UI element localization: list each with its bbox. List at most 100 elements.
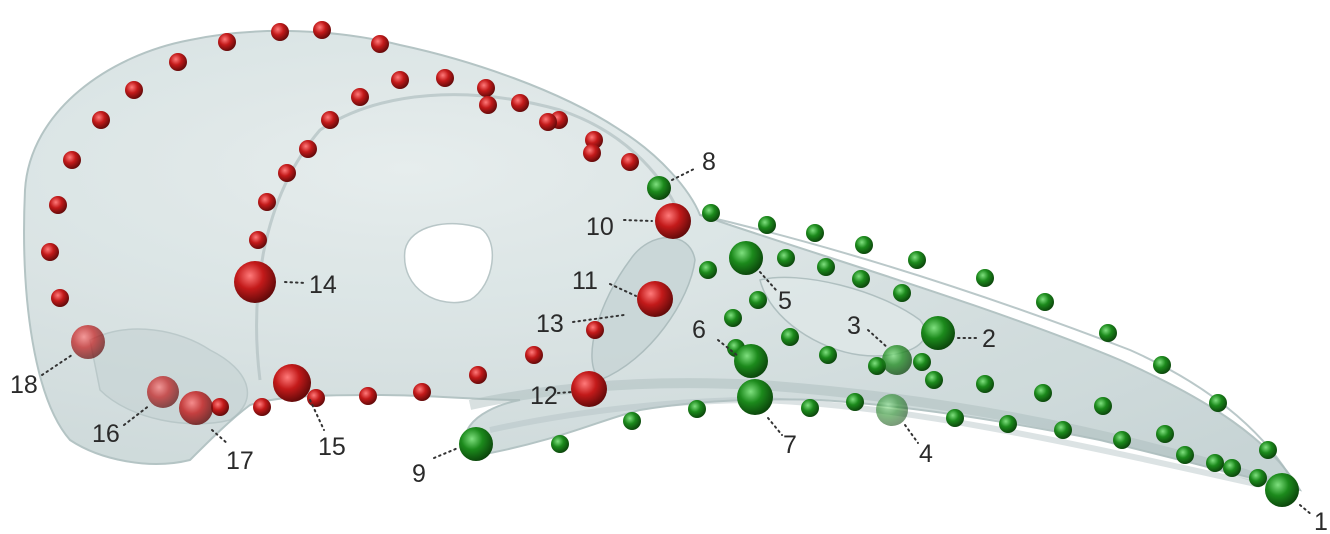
beak-semilandmark-point [893, 284, 911, 302]
beak-semilandmark-point [1094, 397, 1112, 415]
semilandmark-point [41, 243, 59, 261]
semilandmark-point [92, 111, 110, 129]
landmark-15 [273, 364, 311, 402]
beak-semilandmark-point [806, 224, 824, 242]
semilandmark-point [511, 94, 529, 112]
landmark-6 [734, 344, 768, 378]
label-4: 4 [919, 440, 933, 468]
beak-semilandmark-point [1054, 421, 1072, 439]
semilandmark-point [51, 289, 69, 307]
semilandmark-point [278, 164, 296, 182]
semilandmark-point [469, 366, 487, 384]
landmark-10 [655, 203, 691, 239]
semilandmark-point [413, 383, 431, 401]
beak-semilandmark-layer [551, 204, 1277, 487]
landmark-17 [179, 391, 213, 425]
beak-semilandmark-point [781, 328, 799, 346]
beak-semilandmark-point [999, 415, 1017, 433]
beak-semilandmark-point [623, 412, 641, 430]
semilandmark-point [218, 33, 236, 51]
beak-semilandmark-point [855, 236, 873, 254]
beak-semilandmark-point [801, 399, 819, 417]
label-13: 13 [536, 310, 564, 338]
semilandmark-point [211, 398, 229, 416]
semilandmark-point [321, 111, 339, 129]
semilandmark-layer [41, 21, 639, 416]
semilandmark-point [125, 81, 143, 99]
landmark-8 [647, 176, 671, 200]
beak-semilandmark-point [699, 261, 717, 279]
landmark-9 [459, 427, 493, 461]
label-5: 5 [778, 287, 792, 315]
narial-opening [759, 276, 927, 357]
label-15: 15 [318, 433, 346, 461]
landmark-3 [882, 345, 912, 375]
label-17: 17 [226, 447, 254, 475]
beak-semilandmark-point [817, 258, 835, 276]
beak-semilandmark-point [724, 309, 742, 327]
beak-semilandmark-point [777, 249, 795, 267]
semilandmark-point [249, 231, 267, 249]
beak-semilandmark-point [551, 435, 569, 453]
semilandmark-point [258, 193, 276, 211]
beak-semilandmark-point [976, 375, 994, 393]
semilandmark-point [583, 144, 601, 162]
beak-semilandmark-point [819, 346, 837, 364]
landmark-4 [876, 394, 908, 426]
beak-semilandmark-point [1153, 356, 1171, 374]
palatine-bar [489, 396, 1261, 488]
semilandmark-point [253, 398, 271, 416]
label-14: 14 [309, 271, 337, 299]
landmark-14 [234, 261, 276, 303]
semilandmark-point [477, 79, 495, 97]
label-2: 2 [982, 325, 996, 353]
beak-semilandmark-point [868, 357, 886, 375]
semilandmark-point [359, 387, 377, 405]
landmark-18 [71, 325, 105, 359]
beak-semilandmark-point [1223, 459, 1241, 477]
beak-semilandmark-point [1099, 324, 1117, 342]
beak-semilandmark-point [925, 371, 943, 389]
beak-semilandmark-point [1034, 384, 1052, 402]
semilandmark-point [391, 71, 409, 89]
label-3: 3 [847, 312, 861, 340]
semilandmark-point [351, 88, 369, 106]
semilandmark-point [49, 196, 67, 214]
semilandmark-point [169, 53, 187, 71]
beak-semilandmark-point [1156, 425, 1174, 443]
beak-semilandmark-point [976, 269, 994, 287]
beak-semilandmark-point [846, 393, 864, 411]
label-18: 18 [10, 371, 38, 399]
orbit-opening [403, 222, 494, 304]
landmark-16 [147, 376, 179, 408]
label-8: 8 [702, 148, 716, 176]
semilandmark-point [371, 35, 389, 53]
label-11: 11 [572, 267, 598, 295]
landmark-5 [729, 241, 763, 275]
upper-beak-bar [699, 214, 1296, 486]
beak-semilandmark-point [1036, 293, 1054, 311]
beak-semilandmark-point [688, 400, 706, 418]
label-7: 7 [783, 431, 797, 459]
semilandmark-point [63, 151, 81, 169]
beak-semilandmark-point [852, 270, 870, 288]
landmark-2 [921, 316, 955, 350]
label-6: 6 [692, 316, 706, 344]
semilandmark-point [479, 96, 497, 114]
beak-semilandmark-point [1259, 441, 1277, 459]
semilandmark-point [539, 113, 557, 131]
skull-outline [23, 29, 1303, 492]
landmark-1 [1265, 473, 1299, 507]
beak-semilandmark-point [1249, 469, 1267, 487]
semilandmark-point [621, 153, 639, 171]
braincase-ridge [255, 93, 682, 381]
semilandmark-point [313, 21, 331, 39]
label-16: 16 [92, 420, 120, 448]
beak-semilandmark-point [1176, 446, 1194, 464]
semilandmark-point [299, 140, 317, 158]
label-9: 9 [412, 460, 426, 488]
beak-semilandmark-point [946, 409, 964, 427]
label-10: 10 [586, 213, 614, 241]
beak-semilandmark-point [1113, 431, 1131, 449]
